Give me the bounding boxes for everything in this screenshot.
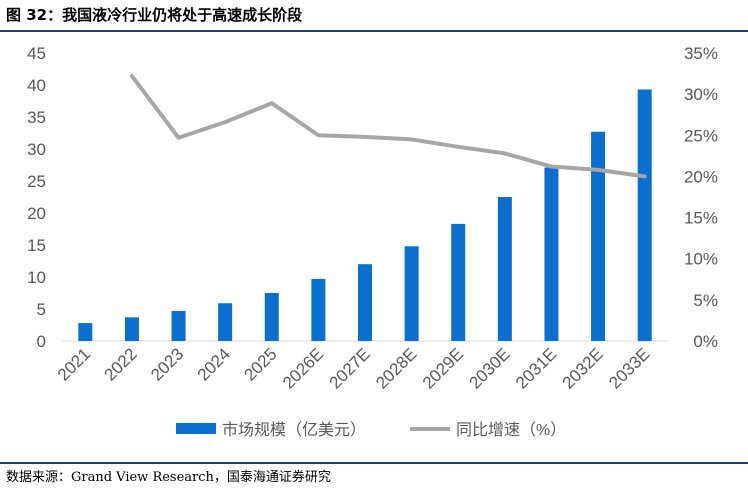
right-axis-tick-label: 35% xyxy=(684,44,718,63)
legend-bar-label: 市场规模（亿美元） xyxy=(222,421,366,439)
figure-title: 图 32：我国液冷行业仍将处于高速成长阶段 xyxy=(6,6,303,24)
x-axis-tick-label: 2027E xyxy=(326,344,374,392)
left-axis-tick-label: 15 xyxy=(27,236,46,255)
legend-line-label: 同比增速（%） xyxy=(456,421,566,439)
source-note: 数据来源：Grand View Research，国泰海通证券研究 xyxy=(6,470,331,485)
right-axis-tick-label: 5% xyxy=(693,291,718,310)
bar xyxy=(264,293,279,341)
left-axis-tick-label: 10 xyxy=(27,268,46,287)
bar xyxy=(544,167,559,341)
x-axis-tick-label: 2025 xyxy=(240,344,280,384)
bar-series xyxy=(78,89,652,341)
bar xyxy=(404,246,419,341)
growth-rate-line xyxy=(129,74,647,179)
bar xyxy=(358,264,372,341)
x-axis-tick-label: 2022 xyxy=(101,344,141,384)
bar xyxy=(218,303,233,341)
right-axis-tick-label: 20% xyxy=(684,167,718,186)
x-axis-tick-label: 2031E xyxy=(512,344,560,392)
right-axis-tick-label: 10% xyxy=(684,250,718,269)
left-axis-tick-label: 35 xyxy=(27,108,46,127)
bar xyxy=(311,278,326,341)
bar xyxy=(78,323,93,341)
title-rule xyxy=(0,30,748,32)
x-axis-tick-label: 2024 xyxy=(194,344,234,384)
x-axis-tick-label: 2029E xyxy=(419,344,467,392)
x-axis-tick-label: 2032E xyxy=(559,344,607,392)
source-rule xyxy=(0,462,748,464)
bar xyxy=(171,310,186,341)
x-axis-tick-label: 2023 xyxy=(147,344,187,384)
left-axis-tick-label: 0 xyxy=(37,332,46,351)
bar xyxy=(591,131,606,341)
right-axis-tick-label: 15% xyxy=(684,209,718,228)
left-axis-tick-label: 25 xyxy=(27,172,46,191)
bar xyxy=(451,223,466,341)
bar xyxy=(124,317,139,341)
x-axis-tick-label: 2033E xyxy=(605,344,653,392)
bar xyxy=(637,89,652,341)
right-axis-tick-label: 25% xyxy=(684,126,718,145)
left-axis: 0 5 10 15 20 25 30 35 40 45 xyxy=(27,44,46,351)
right-axis-tick-label: 30% xyxy=(684,85,718,104)
left-axis-tick-label: 5 xyxy=(37,300,46,319)
x-axis-tick-label: 2026E xyxy=(279,344,327,392)
x-axis: 2021 2022 2023 2024 20252026E2027E2028E2029E… xyxy=(54,344,654,392)
left-axis-tick-label: 20 xyxy=(27,204,46,223)
legend-bar-swatch xyxy=(176,423,216,434)
left-axis-tick-label: 40 xyxy=(27,76,46,95)
legend: 市场规模（亿美元） 同比增速（%） xyxy=(176,421,566,439)
left-axis-tick-label: 45 xyxy=(27,44,46,63)
right-axis: 0% 5% 10% 15% 20% 25% 30% 35% xyxy=(684,44,718,351)
left-axis-tick-label: 30 xyxy=(27,140,46,159)
x-axis-tick-label: 2028E xyxy=(372,344,420,392)
bar xyxy=(497,197,512,341)
right-axis-tick-label: 0% xyxy=(693,332,718,351)
x-axis-tick-label: 2030E xyxy=(465,344,513,392)
x-axis-tick-label: 2021 xyxy=(54,344,94,384)
